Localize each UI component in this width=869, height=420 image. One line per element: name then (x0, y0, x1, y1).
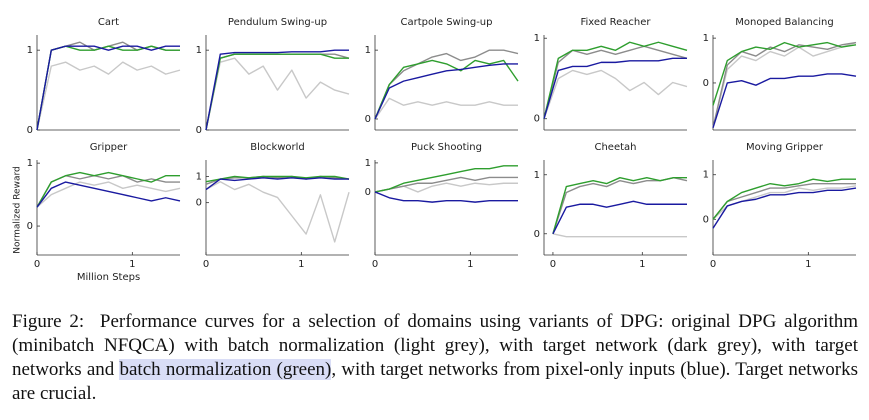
y-tick-label: 1 (365, 158, 371, 169)
series-line (374, 191, 518, 203)
x-tick-label: 0 (34, 259, 40, 270)
series-line (374, 97, 518, 120)
series-line (36, 181, 181, 208)
y-tick-label: 1 (534, 33, 540, 44)
x-tick-label: 1 (129, 259, 135, 270)
x-tick-label: 1 (805, 259, 811, 270)
chart-title: Fixed Reacher (581, 17, 652, 28)
y-tick-label: 0 (365, 187, 371, 198)
series-line (36, 181, 181, 208)
y-tick-label: 0 (534, 229, 540, 240)
y-tick-label: 1 (703, 170, 709, 181)
series-line (712, 41, 857, 128)
y-tick-label: 1 (534, 170, 540, 181)
chart-title: Pendulum Swing-up (228, 17, 327, 28)
y-tick-label: 0 (365, 114, 371, 125)
y-tick-label: 1 (196, 45, 202, 56)
series-line (205, 49, 349, 131)
series-line (543, 41, 688, 119)
x-tick-label: 0 (550, 259, 556, 270)
series-line (36, 61, 181, 131)
series-line (374, 63, 518, 120)
series-line (712, 182, 856, 220)
series-line (36, 45, 180, 131)
chart-title: Gripper (90, 142, 128, 153)
y-tick-label: 1 (27, 158, 33, 169)
caption-highlight: batch normalization (green) (119, 359, 332, 380)
x-tick-label: 0 (372, 259, 378, 270)
series-line (374, 59, 519, 120)
x-tick-label: 1 (298, 259, 304, 270)
y-tick-label: 0 (196, 198, 202, 209)
series-line (205, 177, 349, 191)
chart-title: Cart (98, 17, 119, 28)
y-tick-label: 0 (27, 221, 33, 232)
series-line (552, 233, 687, 238)
figure: Cart 0 1 Pendulum Swing-up 0 1 Cartpole Swing-… (13, 17, 857, 283)
x-axis-label: Million Steps (77, 272, 140, 283)
y-axis-label: Normalized Reward (13, 166, 23, 253)
y-tick-label: 1 (703, 33, 709, 44)
caption-label: Figure 2: (12, 311, 85, 332)
chart-title: Cartpole Swing-up (400, 17, 492, 28)
series-line (712, 178, 856, 220)
series-line (36, 45, 180, 131)
caption: Figure 2: Performance curves for a selec… (12, 310, 858, 406)
series-line (36, 171, 180, 208)
series-line (374, 49, 519, 120)
y-tick-label: 0 (534, 114, 540, 125)
series-line (712, 187, 857, 229)
x-tick-label: 0 (203, 259, 209, 270)
series-line (374, 176, 518, 193)
series-line (205, 53, 350, 131)
chart-title: Blockworld (250, 142, 305, 153)
y-tick-label: 0 (703, 214, 709, 225)
caption-text: Performance curves for a selection of do… (12, 311, 859, 380)
x-tick-label: 1 (639, 259, 645, 270)
chart-title: Puck Shooting (411, 142, 482, 153)
series-line (205, 175, 350, 183)
series-line (712, 73, 857, 128)
series-line (205, 57, 350, 131)
series-line (543, 45, 688, 119)
y-tick-label: 1 (365, 45, 371, 56)
series-line (712, 41, 857, 106)
x-tick-label: 1 (467, 259, 473, 270)
y-tick-label: 0 (27, 125, 33, 136)
y-tick-label: 0 (196, 125, 202, 136)
chart-title: Moving Gripper (746, 142, 824, 153)
series-line (543, 57, 687, 119)
series-line (205, 53, 349, 131)
series-line (36, 41, 180, 131)
chart-title: Monoped Balancing (735, 17, 833, 28)
series-line (374, 165, 518, 193)
y-tick-label: 1 (27, 45, 33, 56)
x-tick-label: 0 (710, 259, 716, 270)
y-tick-label: 1 (196, 171, 202, 182)
series-line (205, 181, 350, 243)
series-line (543, 69, 688, 119)
series-line (552, 177, 687, 234)
caption-text: , with target networks from pixel-only i… (12, 359, 859, 404)
y-tick-label: 0 (703, 78, 709, 89)
series-line (712, 41, 857, 128)
series-line (552, 200, 687, 235)
chart-title: Cheetah (594, 142, 636, 153)
